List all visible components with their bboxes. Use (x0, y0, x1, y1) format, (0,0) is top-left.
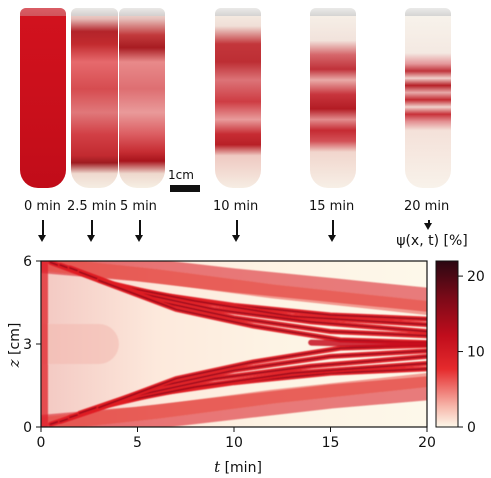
heatmap-band (41, 373, 427, 427)
y-axis: 0 3 6 (23, 254, 41, 436)
arrow-15min (329, 220, 335, 242)
x-axis-label: t [min] (214, 458, 262, 476)
tube-photo-20min (405, 8, 451, 188)
scale-bar (170, 185, 200, 192)
x-tick-label: 0 (37, 435, 46, 451)
colorbar-tick-label: 0 (467, 420, 476, 436)
arrow-0min (39, 220, 45, 242)
time-label-2.5min: 2.5 min (67, 199, 117, 214)
time-label-20min: 20 min (404, 199, 450, 214)
tube-photo-15min (310, 8, 356, 188)
x-tick-label: 20 (418, 435, 436, 451)
colorbar (435, 260, 459, 428)
heatmap-band (41, 261, 427, 315)
heatmap-band (98, 344, 427, 409)
x-tick-label: 15 (322, 435, 340, 451)
time-label-0min: 0 min (24, 199, 61, 214)
time-label-10min: 10 min (213, 199, 259, 214)
time-label-5min: 5 min (120, 199, 157, 214)
y-tick-label: 3 (23, 337, 32, 353)
colorbar-label: ψ(x, t) [%] (396, 233, 468, 249)
heatmap-initial-column (41, 261, 48, 427)
arrow-10min (233, 220, 239, 242)
scale-bar-label: 1cm (168, 168, 194, 182)
heatmap-bands (41, 261, 427, 427)
x-tick-label: 10 (225, 435, 243, 451)
y-axis-label-unit: [cm] (7, 323, 23, 360)
colorbar-tick-label: 10 (467, 345, 485, 361)
heatmap-band (308, 339, 427, 347)
heatmap-band (98, 279, 427, 344)
y-tick-label: 0 (23, 420, 32, 436)
arrow-20min (425, 220, 431, 230)
x-axis-label-var: t (214, 458, 221, 476)
arrow-5min (136, 220, 142, 242)
y-axis-label-var: z (5, 359, 23, 368)
y-axis-label: z [cm] (5, 323, 23, 369)
x-tick-label: 5 (133, 435, 142, 451)
tube-photo-0min (20, 8, 66, 188)
y-tick-label: 6 (23, 254, 32, 270)
tube-photo-2.5min (71, 8, 118, 188)
tube-photo-10min (215, 8, 261, 188)
arrow-2.5min (88, 220, 94, 242)
x-axis: 0 5 10 15 20 (37, 427, 436, 451)
colorbar-tick-label: 20 (467, 269, 485, 285)
colorbar-ticks: 20 10 0 (458, 269, 485, 436)
tube-photo-5min (119, 8, 165, 188)
time-label-15min: 15 min (309, 199, 355, 214)
x-axis-label-unit: [min] (220, 460, 262, 476)
